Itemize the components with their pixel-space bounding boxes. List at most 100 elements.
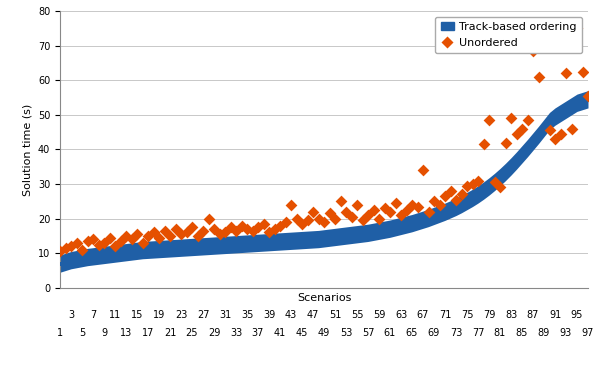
Text: 47: 47 bbox=[307, 310, 319, 320]
Point bbox=[198, 244, 208, 249]
Text: 15: 15 bbox=[131, 310, 143, 320]
Point bbox=[407, 220, 417, 226]
Point bbox=[226, 242, 235, 248]
Point bbox=[264, 239, 274, 245]
Point bbox=[407, 202, 417, 208]
Point bbox=[385, 209, 395, 215]
Text: 25: 25 bbox=[186, 328, 198, 338]
Point bbox=[105, 251, 115, 257]
Point bbox=[484, 183, 494, 189]
Point bbox=[429, 213, 439, 219]
Point bbox=[424, 209, 433, 215]
Point bbox=[363, 212, 373, 218]
Text: 87: 87 bbox=[527, 310, 539, 320]
Text: 1: 1 bbox=[57, 328, 63, 338]
Text: 85: 85 bbox=[516, 328, 528, 338]
Point bbox=[264, 230, 274, 235]
Point bbox=[434, 202, 444, 208]
Point bbox=[308, 209, 318, 215]
Point bbox=[462, 183, 472, 189]
Legend: Track-based ordering, Unordered: Track-based ordering, Unordered bbox=[435, 17, 583, 53]
Point bbox=[341, 209, 351, 215]
Point bbox=[484, 117, 494, 123]
Text: 13: 13 bbox=[120, 328, 132, 338]
Point bbox=[297, 221, 307, 227]
Point bbox=[149, 230, 158, 235]
Point bbox=[336, 233, 346, 239]
Point bbox=[451, 204, 461, 210]
Point bbox=[380, 205, 389, 211]
Point bbox=[363, 230, 373, 236]
Text: 5: 5 bbox=[79, 328, 85, 338]
Point bbox=[94, 253, 103, 259]
Point bbox=[83, 254, 92, 260]
Point bbox=[347, 214, 356, 220]
Point bbox=[231, 241, 241, 247]
Point bbox=[545, 118, 554, 124]
Point bbox=[72, 256, 82, 262]
Point bbox=[270, 226, 280, 232]
Text: 95: 95 bbox=[571, 310, 583, 320]
Text: 43: 43 bbox=[285, 310, 297, 320]
Point bbox=[176, 245, 186, 251]
Point bbox=[77, 247, 87, 253]
Point bbox=[160, 228, 169, 234]
Text: 9: 9 bbox=[101, 328, 107, 338]
Point bbox=[517, 151, 527, 157]
Point bbox=[490, 179, 499, 185]
Point bbox=[220, 242, 230, 248]
Text: 81: 81 bbox=[494, 328, 506, 338]
Text: 35: 35 bbox=[241, 310, 253, 320]
Point bbox=[55, 261, 65, 266]
Point bbox=[468, 181, 478, 187]
Point bbox=[539, 125, 549, 131]
Point bbox=[523, 145, 532, 151]
Text: 41: 41 bbox=[274, 328, 286, 338]
Text: 71: 71 bbox=[439, 310, 451, 320]
Point bbox=[193, 233, 202, 239]
Point bbox=[314, 236, 323, 242]
Text: 65: 65 bbox=[406, 328, 418, 338]
Point bbox=[286, 202, 296, 208]
Point bbox=[154, 246, 164, 252]
Text: 89: 89 bbox=[538, 328, 550, 338]
Text: 7: 7 bbox=[90, 310, 96, 320]
Point bbox=[297, 237, 307, 243]
Point bbox=[236, 241, 247, 247]
Point bbox=[391, 200, 400, 206]
Point bbox=[270, 239, 280, 245]
Text: 61: 61 bbox=[384, 328, 396, 338]
Point bbox=[88, 254, 98, 259]
Point bbox=[330, 234, 340, 240]
X-axis label: Scenarios: Scenarios bbox=[297, 293, 351, 303]
Text: 59: 59 bbox=[373, 310, 385, 320]
Point bbox=[556, 110, 565, 116]
Point bbox=[319, 219, 329, 225]
Point bbox=[83, 238, 92, 244]
Text: 63: 63 bbox=[395, 310, 407, 320]
Point bbox=[176, 231, 186, 237]
Point bbox=[275, 238, 285, 244]
Point bbox=[182, 244, 191, 250]
Point bbox=[281, 219, 290, 225]
Point bbox=[187, 244, 197, 250]
Text: 93: 93 bbox=[560, 328, 572, 338]
Text: 45: 45 bbox=[296, 328, 308, 338]
Point bbox=[319, 235, 329, 241]
Point bbox=[578, 69, 587, 75]
Point bbox=[512, 158, 521, 163]
Point bbox=[187, 224, 197, 230]
Point bbox=[352, 231, 362, 237]
Point bbox=[248, 228, 257, 234]
Point bbox=[209, 243, 219, 249]
Text: 77: 77 bbox=[472, 328, 484, 338]
Point bbox=[138, 240, 148, 246]
Text: 55: 55 bbox=[351, 310, 363, 320]
Point bbox=[341, 232, 351, 238]
Point bbox=[127, 237, 136, 242]
Point bbox=[446, 206, 455, 212]
Point bbox=[374, 228, 384, 234]
Point bbox=[171, 226, 181, 232]
Point bbox=[204, 243, 214, 249]
Point bbox=[77, 255, 87, 261]
